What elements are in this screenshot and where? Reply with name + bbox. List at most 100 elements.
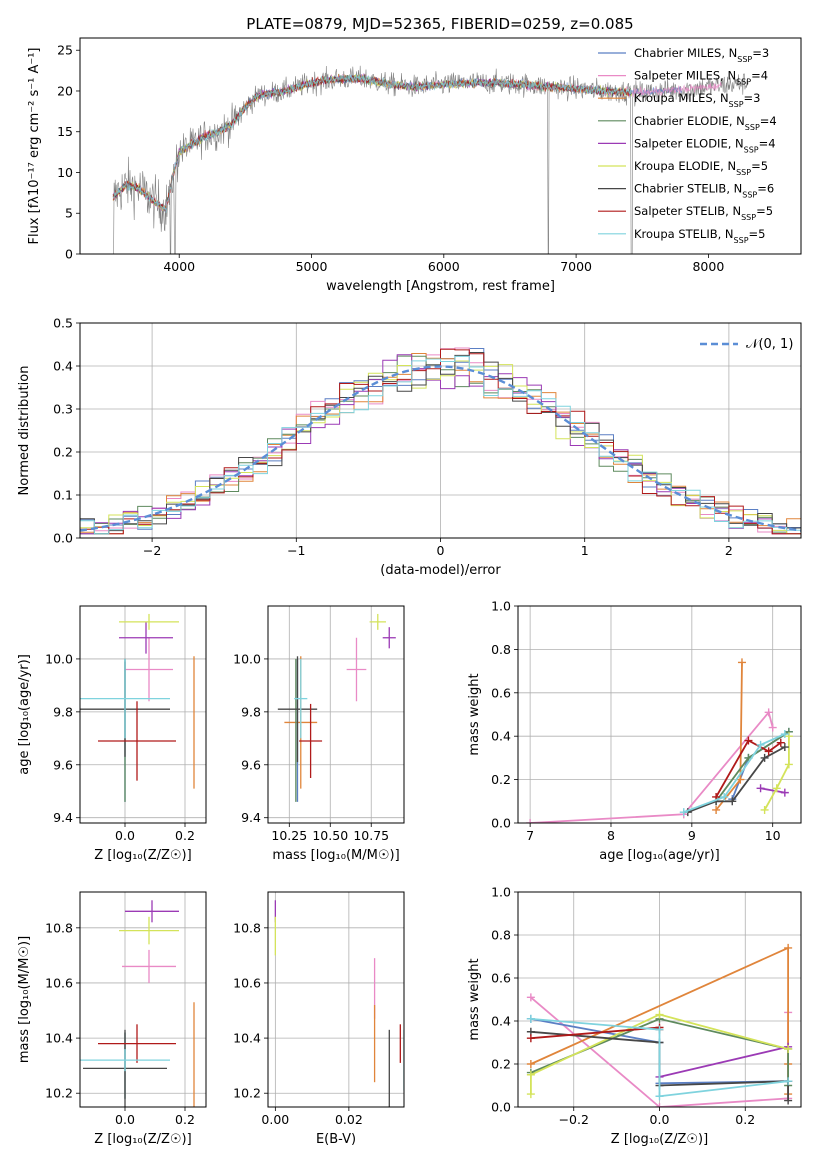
x-axis-label: age [log₁₀(age/yr)] [599,848,720,863]
weight-line-7 [715,739,782,798]
tick-label-x: 10.50 [312,828,348,843]
tick-label-x: −1 [287,543,305,558]
tick-label-y: 10.6 [45,975,73,990]
tick-label-y: 9.8 [241,704,261,719]
tick-label-x: 7000 [560,259,592,274]
legend-entry: Chabrier ELODIE, NSSP=4 [634,114,777,132]
weight-marker-8 [780,730,789,739]
tick-label-x: 7 [526,828,534,843]
tick-label-y: 15 [57,124,73,139]
tick-label-x: 0.2 [175,1112,195,1127]
tick-label-x: 5000 [296,259,328,274]
tick-label-x: 0.2 [175,828,195,843]
tick-label-x: 8000 [692,259,724,274]
weight-marker-1 [655,1103,664,1107]
weight-marker-2 [526,1060,535,1068]
tick-label-y: 10.0 [45,651,73,666]
tick-label-y: 9.6 [53,757,73,772]
weight-marker-1 [768,723,777,732]
tick-label-x: 8 [607,828,615,843]
axes-frame [79,37,802,255]
legend-entry: Chabrier MILES, NSSP=3 [634,46,769,64]
plot-area-spectrum [112,65,749,254]
weight-marker-5 [760,805,769,814]
plot-area-residuals [80,323,801,538]
axes-frame [517,605,802,824]
x-axis-label: Z [log₁₀(Z/Z☉)] [94,848,191,863]
plot-area-weight-vs-Z [518,892,801,1107]
weight-marker-2 [736,775,745,784]
tick-label-y: 0.5 [53,316,73,331]
tick-label-y: 0.0 [491,1100,511,1115]
tick-label-x: −2 [143,543,161,558]
weight-marker-8 [655,1092,664,1101]
tick-label-x: 9 [688,828,696,843]
axes-frame [79,605,207,824]
weight-marker-6 [780,743,789,752]
weight-marker-8 [679,808,688,817]
weight-marker-5 [784,1044,793,1053]
axes-frame [267,605,405,824]
tick-label-y: 0.8 [491,928,511,943]
weight-marker-1 [764,708,773,717]
histogram-model-5 [80,360,801,535]
weight-marker-5 [784,760,793,769]
plot-area-age-vs-mass [268,606,404,823]
legend-entry: Salpeter MILES, NSSP=4 [634,69,768,87]
x-axis-label: mass [log₁₀(M/M☉)] [272,848,399,863]
tick-label-y: 0.1 [53,488,73,503]
legend-entry: Salpeter STELIB, NSSP=5 [634,204,773,222]
panel-age-vs-mass: 10.25 10.50 10.75 9.4 9.6 9.8 10.0 mass [log₁₀(… [233,605,405,863]
weight-marker-5 [655,1010,664,1019]
panel-residuals: −2 −1 0 1 2 0.0 0.1 0.2 0.3 0.4 0.5 (data-model)/er… [17,316,802,578]
x-axis-label: wavelength [Angstrom, rest frame] [326,279,555,294]
weight-line-8 [530,1018,789,1098]
tick-label-y: 0 [65,247,73,262]
weight-marker-8 [720,792,729,801]
legend-gaussian: 𝒩(0, 1) [746,337,793,352]
x-axis-label: E(B-V) [316,1132,356,1147]
y-axis-label: age [log₁₀(age/yr)] [17,654,32,775]
tick-label-y: 0.6 [491,685,511,700]
weight-marker-6 [784,1096,793,1105]
tick-label-y: 9.8 [53,704,73,719]
tick-label-y: 1.0 [491,599,511,614]
y-axis-label: Flux [fλ10⁻¹⁷ erg cm⁻² s⁻¹ A⁻¹] [27,48,42,245]
axes-frame [267,891,405,1108]
weight-marker-1 [526,993,535,1002]
tick-label-y: 10.6 [233,975,261,990]
spectrum-legend: Chabrier MILES, NSSP=3 Salpeter MILES, NS… [598,46,777,244]
histogram-model-7 [80,348,801,535]
weight-marker-7 [526,1034,535,1043]
weight-line-4 [760,787,785,794]
tick-label-y: 9.6 [241,757,261,772]
axes-frame [79,891,207,1108]
tick-label-x: 0.0 [650,1112,670,1127]
tick-label-x: 0.02 [335,1112,363,1127]
panel-weight-vs-Z: −0.2 0.0 0.2 0.0 0.2 0.4 0.6 0.8 1.0 Z [log₁₀(Z/Z… [467,885,802,1147]
weight-line-8 [683,733,786,813]
figure-title: PLATE=0879, MJD=52365, FIBERID=0259, z=0… [246,15,633,33]
legend-entry: Kroupa ELODIE, NSSP=5 [634,159,768,177]
weight-marker-1 [526,819,535,823]
plot-area-age-vs-Z [80,606,206,823]
weight-marker-8 [756,740,765,749]
x-axis-label: Z [log₁₀(Z/Z☉)] [611,1132,708,1147]
plot-area-mass-vs-Z [80,892,206,1107]
weight-marker-7 [776,738,785,747]
tick-label-x: 0.0 [115,828,135,843]
tick-label-x: 4000 [163,259,195,274]
weight-line-5 [530,1013,789,1095]
tick-label-y: 0.4 [491,729,511,744]
weight-marker-8 [526,1014,535,1023]
gaussian-curve [80,365,801,532]
tick-label-y: 0.6 [491,971,511,986]
tick-label-y: 10.8 [45,920,73,935]
weight-line-1 [530,710,774,823]
tick-label-x: 0.00 [261,1112,289,1127]
legend-entry: Salpeter ELODIE, NSSP=4 [634,136,776,154]
tick-label-y: 0.3 [53,402,73,417]
weight-marker-5 [526,1090,535,1099]
legend-entry: Chabrier STELIB, NSSP=6 [634,182,774,200]
tick-label-y: 0.2 [491,1057,511,1072]
